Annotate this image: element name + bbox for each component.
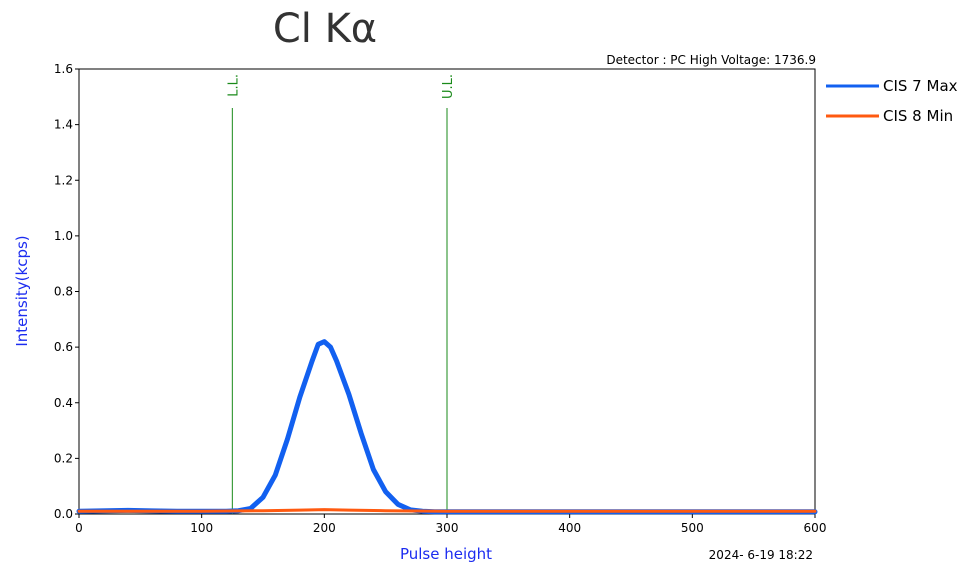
x-tick-label: 0 [75, 521, 83, 535]
x-axis-label: Pulse height [400, 545, 492, 563]
x-tick-label: 400 [558, 521, 581, 535]
y-tick-label: 0.6 [54, 340, 73, 354]
timestamp: 2024- 6-19 18:22 [709, 548, 813, 562]
x-axis-ticks: 0 100 200 300 400 500 600 [75, 514, 826, 535]
y-axis-label: Intensity(kcps) [13, 235, 31, 346]
detector-info: Detector : PC High Voltage: 1736.9 [606, 53, 816, 67]
series-line [77, 508, 817, 513]
x-tick-label: 500 [681, 521, 704, 535]
x-tick-label: 100 [190, 521, 213, 535]
y-tick-label: 1.0 [54, 229, 73, 243]
x-tick-label: 200 [313, 521, 336, 535]
y-tick-label: 0.2 [54, 451, 73, 465]
y-tick-label: 1.4 [54, 118, 73, 132]
y-tick-label: 0.0 [54, 507, 73, 521]
legend-label: CIS 7 Max [883, 77, 958, 95]
chart-title: Cl Kα [273, 6, 377, 52]
y-axis-ticks: 0.0 0.2 0.4 0.6 0.8 1.0 1.2 1.4 1.6 [54, 62, 79, 521]
x-tick-label: 600 [804, 521, 827, 535]
legend-label: CIS 8 Min [883, 107, 953, 125]
y-tick-label: 0.4 [54, 396, 73, 410]
legend: CIS 7 Max CIS 8 Min [826, 77, 958, 125]
threshold-label: U.L. [441, 74, 456, 99]
x-tick-label: 300 [436, 521, 459, 535]
threshold-markers: L.L. U.L. [226, 74, 456, 514]
y-tick-label: 0.8 [54, 285, 73, 299]
y-tick-label: 1.6 [54, 62, 73, 76]
threshold-label: L.L. [226, 74, 241, 97]
y-tick-label: 1.2 [54, 173, 73, 187]
series-group [76, 339, 818, 515]
